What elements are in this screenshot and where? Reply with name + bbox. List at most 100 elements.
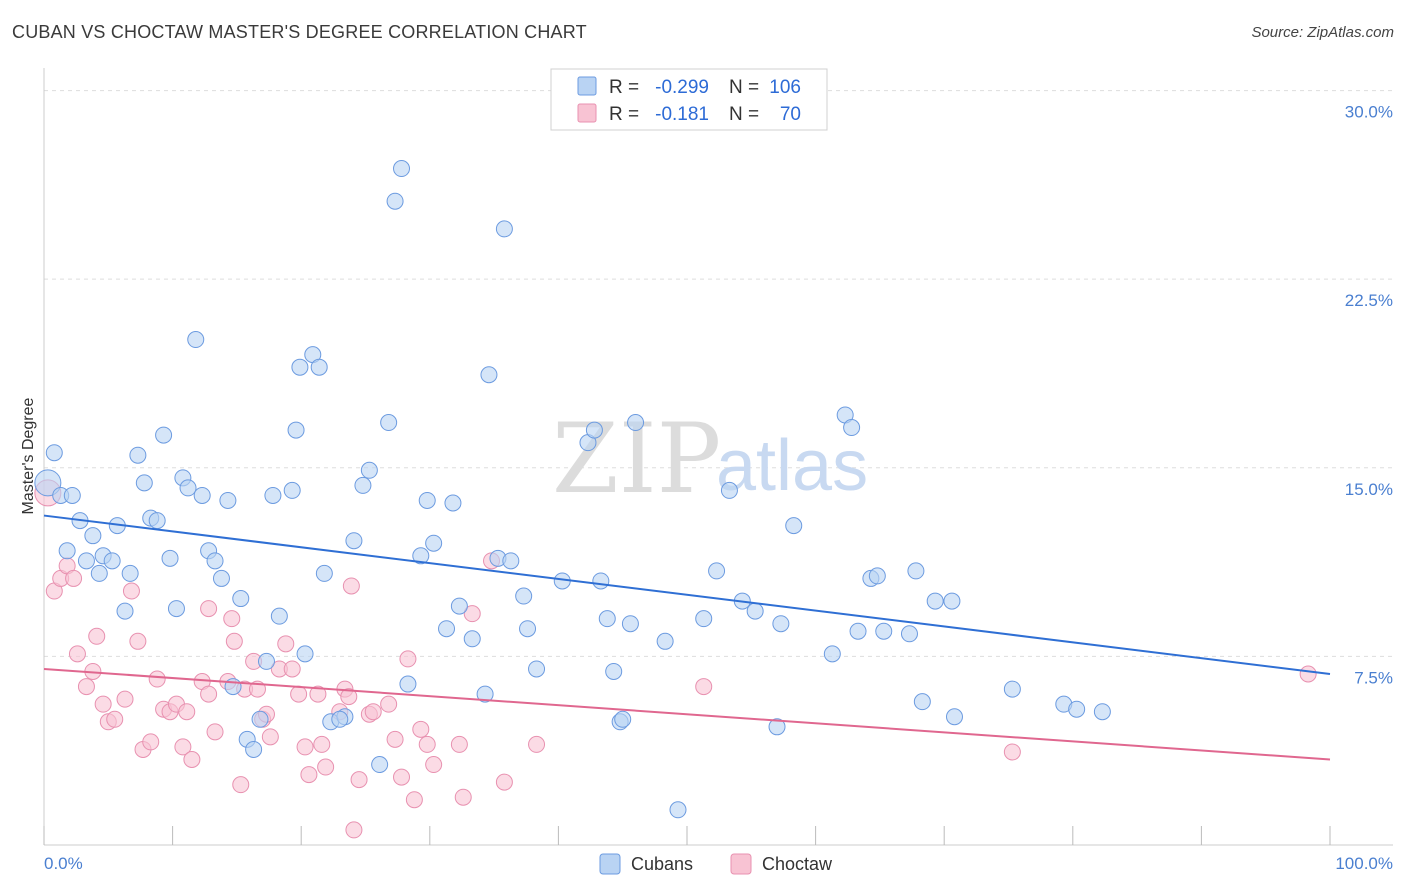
choctaw-point bbox=[342, 577, 360, 595]
cubans-point bbox=[605, 662, 623, 680]
cubans-point bbox=[129, 446, 147, 464]
cubans-point bbox=[495, 220, 513, 238]
choctaw-point bbox=[313, 735, 331, 753]
choctaw-swatch bbox=[577, 103, 597, 123]
choctaw-point bbox=[122, 582, 140, 600]
choctaw-point bbox=[393, 768, 411, 786]
cubans-point bbox=[592, 572, 610, 590]
cubans-point bbox=[900, 625, 918, 643]
cubans-point bbox=[621, 615, 639, 633]
cubans-point bbox=[515, 587, 533, 605]
cubans-point bbox=[315, 564, 333, 582]
legend-cubans-label: Cubans bbox=[631, 854, 693, 874]
choctaw-point bbox=[65, 569, 83, 587]
y-tick-label: 30.0% bbox=[1345, 103, 1393, 122]
choctaw-point bbox=[178, 703, 196, 721]
cubans-point bbox=[772, 615, 790, 633]
cubans-point bbox=[438, 620, 456, 638]
choctaw-point bbox=[88, 627, 106, 645]
choctaw-point bbox=[200, 600, 218, 618]
cubans-point bbox=[1003, 680, 1021, 698]
cubans-r-label: R = bbox=[609, 77, 639, 98]
cubans-point bbox=[257, 652, 275, 670]
choctaw-n-label: N = bbox=[729, 104, 759, 125]
choctaw-point bbox=[1299, 665, 1317, 683]
cubans-point bbox=[354, 476, 372, 494]
watermark-atlas: atlas bbox=[716, 426, 868, 506]
choctaw-point bbox=[129, 632, 147, 650]
x-tick-max: 100.0% bbox=[1335, 854, 1393, 873]
cubans-points bbox=[34, 160, 1111, 819]
choctaw-point bbox=[380, 695, 398, 713]
cubans-point bbox=[1068, 700, 1086, 718]
legend-choctaw-swatch bbox=[730, 853, 752, 875]
cubans-point bbox=[746, 602, 764, 620]
choctaw-point bbox=[425, 756, 443, 774]
cubans-point bbox=[232, 590, 250, 608]
cubans-point bbox=[708, 562, 726, 580]
cubans-point bbox=[45, 444, 63, 462]
cubans-point bbox=[656, 632, 674, 650]
cubans-point bbox=[418, 491, 436, 509]
choctaw-point bbox=[283, 660, 301, 678]
choctaw-point bbox=[200, 685, 218, 703]
cubans-point bbox=[206, 552, 224, 570]
cubans-point bbox=[393, 160, 411, 178]
choctaw-point bbox=[300, 766, 318, 784]
cubans-point bbox=[161, 549, 179, 567]
cubans-point bbox=[926, 592, 944, 610]
choctaw-point bbox=[148, 670, 166, 688]
cubans-point bbox=[380, 414, 398, 432]
stats-legend: R = -0.299 N = 106 R = -0.181 N = 70 bbox=[550, 68, 828, 131]
legend-choctaw-label: Choctaw bbox=[762, 854, 833, 874]
cubans-point bbox=[310, 358, 328, 376]
choctaw-point bbox=[454, 788, 472, 806]
choctaw-point bbox=[350, 771, 368, 789]
choctaw-point bbox=[225, 632, 243, 650]
cubans-trendline bbox=[43, 514, 1331, 675]
x-tick-min: 0.0% bbox=[44, 854, 83, 873]
cubans-point bbox=[148, 512, 166, 530]
cubans-point bbox=[519, 620, 537, 638]
choctaw-point bbox=[277, 635, 295, 653]
cubans-point bbox=[669, 801, 687, 819]
choctaw-point bbox=[206, 723, 224, 741]
cubans-point bbox=[695, 610, 713, 628]
cubans-point bbox=[399, 675, 417, 693]
series-legend: Cubans Choctaw bbox=[599, 853, 833, 875]
choctaw-trendline bbox=[43, 667, 1331, 761]
cubans-point bbox=[371, 756, 389, 774]
cubans-point bbox=[283, 481, 301, 499]
cubans-point bbox=[849, 622, 867, 640]
choctaw-points bbox=[34, 479, 1317, 839]
cubans-point bbox=[945, 708, 963, 726]
cubans-swatch bbox=[577, 76, 597, 96]
cubans-point bbox=[34, 469, 62, 497]
cubans-point bbox=[58, 542, 76, 560]
choctaw-point bbox=[142, 733, 160, 751]
cubans-point bbox=[251, 710, 269, 728]
cubans-point bbox=[943, 592, 961, 610]
cubans-point bbox=[444, 494, 462, 512]
choctaw-point bbox=[1003, 743, 1021, 761]
choctaw-point bbox=[261, 728, 279, 746]
choctaw-point bbox=[94, 695, 112, 713]
cubans-point bbox=[212, 569, 230, 587]
cubans-point bbox=[245, 740, 263, 758]
cubans-point bbox=[528, 660, 546, 678]
cubans-point bbox=[1093, 703, 1111, 721]
choctaw-point bbox=[345, 821, 363, 839]
choctaw-point bbox=[364, 703, 382, 721]
cubans-point bbox=[135, 474, 153, 492]
cubans-point bbox=[614, 710, 632, 728]
choctaw-n-value: 70 bbox=[780, 104, 801, 125]
chart-title: CUBAN VS CHOCTAW MASTER'S DEGREE CORRELA… bbox=[12, 22, 587, 42]
cubans-point bbox=[843, 419, 861, 437]
cubans-point bbox=[291, 358, 309, 376]
cubans-point bbox=[155, 426, 173, 444]
cubans-point bbox=[270, 607, 288, 625]
choctaw-point bbox=[695, 678, 713, 696]
cubans-n-label: N = bbox=[729, 77, 759, 98]
cubans-point bbox=[585, 421, 603, 439]
